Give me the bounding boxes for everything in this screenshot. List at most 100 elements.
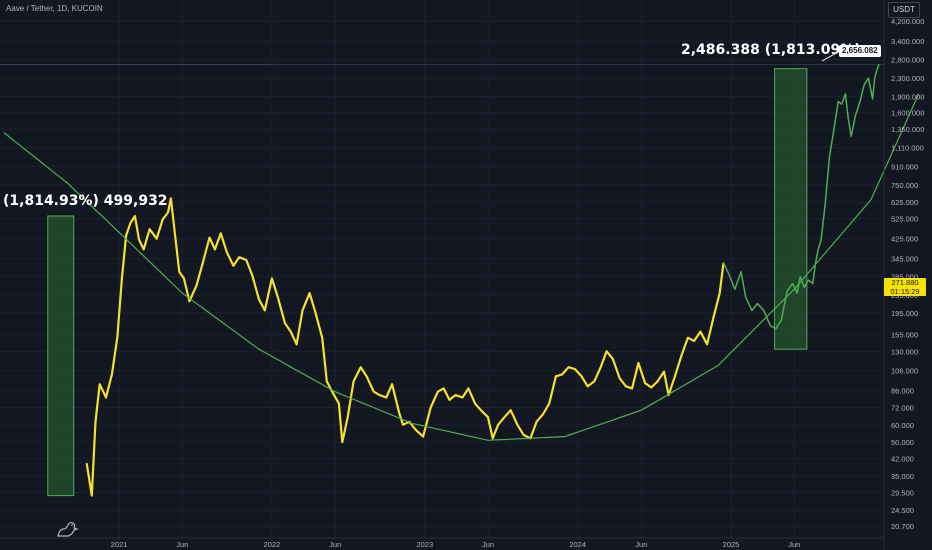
price-point — [245, 259, 247, 261]
price-point — [99, 383, 101, 385]
y-tick-label: 1,110.000 — [891, 143, 924, 152]
price-point — [129, 222, 131, 224]
price-point — [487, 416, 489, 418]
price-point — [214, 248, 216, 250]
x-tick-label: 2023 — [416, 540, 433, 549]
measure-box-1 — [47, 215, 75, 497]
price-point — [600, 366, 602, 368]
price-point — [792, 283, 794, 285]
price-point — [637, 362, 640, 364]
price-point — [202, 262, 204, 264]
grid — [0, 0, 884, 538]
price-point — [121, 277, 123, 279]
price-point — [854, 115, 857, 117]
price-point — [561, 373, 563, 375]
price-point — [859, 100, 861, 103]
price-point — [803, 286, 805, 288]
price-point — [722, 262, 725, 264]
price-point — [786, 290, 788, 292]
parabolic-curve — [3, 93, 920, 441]
price-point — [847, 118, 849, 120]
price-point — [321, 337, 323, 339]
y-tick-label: 35.000 — [891, 472, 914, 481]
price-point — [385, 396, 387, 399]
price-point — [188, 300, 190, 302]
price-point — [807, 279, 810, 281]
price-point — [567, 366, 570, 368]
price-point — [775, 328, 777, 330]
price-point — [706, 343, 708, 345]
x-tick-label: 2022 — [264, 540, 281, 549]
price-point — [284, 322, 286, 324]
price-point — [402, 424, 404, 426]
price-point — [178, 271, 180, 273]
price-point — [878, 64, 880, 66]
y-tick-label: 86.000 — [891, 387, 914, 396]
price-point — [86, 462, 88, 464]
measurement-boxes[interactable] — [47, 68, 808, 497]
price-point — [872, 98, 874, 100]
price-point — [360, 366, 362, 368]
price-point — [631, 387, 633, 389]
price-point — [264, 309, 266, 311]
y-tick-label: 155.000 — [891, 331, 918, 340]
price-point — [833, 128, 835, 130]
y-tick-label: 2,800.000 — [891, 56, 924, 65]
y-tick-label: 24.500 — [891, 506, 914, 515]
price-point — [296, 343, 298, 345]
tradingview-logo-icon[interactable] — [56, 520, 80, 538]
last-price: 271.880 — [891, 278, 919, 287]
y-tick-label: 20.700 — [891, 522, 914, 531]
price-point — [497, 424, 499, 426]
price-point — [111, 373, 113, 375]
price-point — [756, 302, 759, 305]
price-point — [587, 385, 589, 387]
y-tick-label: 1,350.000 — [891, 125, 924, 134]
price-point — [606, 350, 608, 352]
y-tick-label: 285.000 — [891, 273, 918, 282]
y-tick-label: 130.000 — [891, 347, 918, 356]
price-point — [170, 197, 172, 199]
price-point — [366, 375, 368, 377]
price-point — [238, 256, 240, 258]
x-tick-label: 2024 — [569, 540, 586, 549]
price-point — [474, 403, 476, 405]
price-point — [232, 265, 234, 267]
price-point — [740, 271, 742, 273]
price-point — [828, 156, 831, 158]
y-tick-label: 910.000 — [891, 162, 918, 171]
price-point — [373, 391, 375, 393]
series-lines — [3, 50, 920, 497]
price-point — [503, 416, 505, 418]
price-point — [398, 412, 400, 414]
price-point — [443, 387, 445, 389]
price-point — [134, 215, 136, 217]
x-tick-label: Jun — [482, 540, 494, 549]
y-tick-label: 425.000 — [891, 235, 918, 244]
price-point — [817, 248, 819, 250]
price-point — [143, 248, 145, 250]
left-box-label: (1,814.93%) 499,932 — [3, 193, 168, 209]
price-point — [863, 84, 865, 86]
price-point — [619, 377, 621, 379]
price-point — [674, 375, 676, 377]
currency-button[interactable]: USDT — [888, 2, 920, 18]
peak-price-tag: 2,656.082 — [839, 45, 881, 57]
price-point — [309, 292, 311, 294]
price-point — [326, 380, 328, 382]
price-point — [751, 309, 753, 311]
price-point — [454, 394, 456, 396]
price-point — [271, 277, 273, 279]
price-point — [844, 93, 847, 95]
price-point — [338, 403, 340, 405]
y-tick-label: 50.000 — [891, 438, 914, 447]
price-point — [258, 298, 260, 300]
price-point — [448, 399, 451, 401]
right-box-label: 2,486.388 (1,813.09%) — [681, 42, 861, 58]
price-point — [91, 495, 93, 497]
price-point — [841, 103, 843, 105]
y-tick-label: 1,600.000 — [891, 109, 924, 118]
price-point — [422, 436, 424, 438]
symbol-title[interactable]: Aave / Tether, 1D, KUCOIN — [6, 4, 103, 13]
